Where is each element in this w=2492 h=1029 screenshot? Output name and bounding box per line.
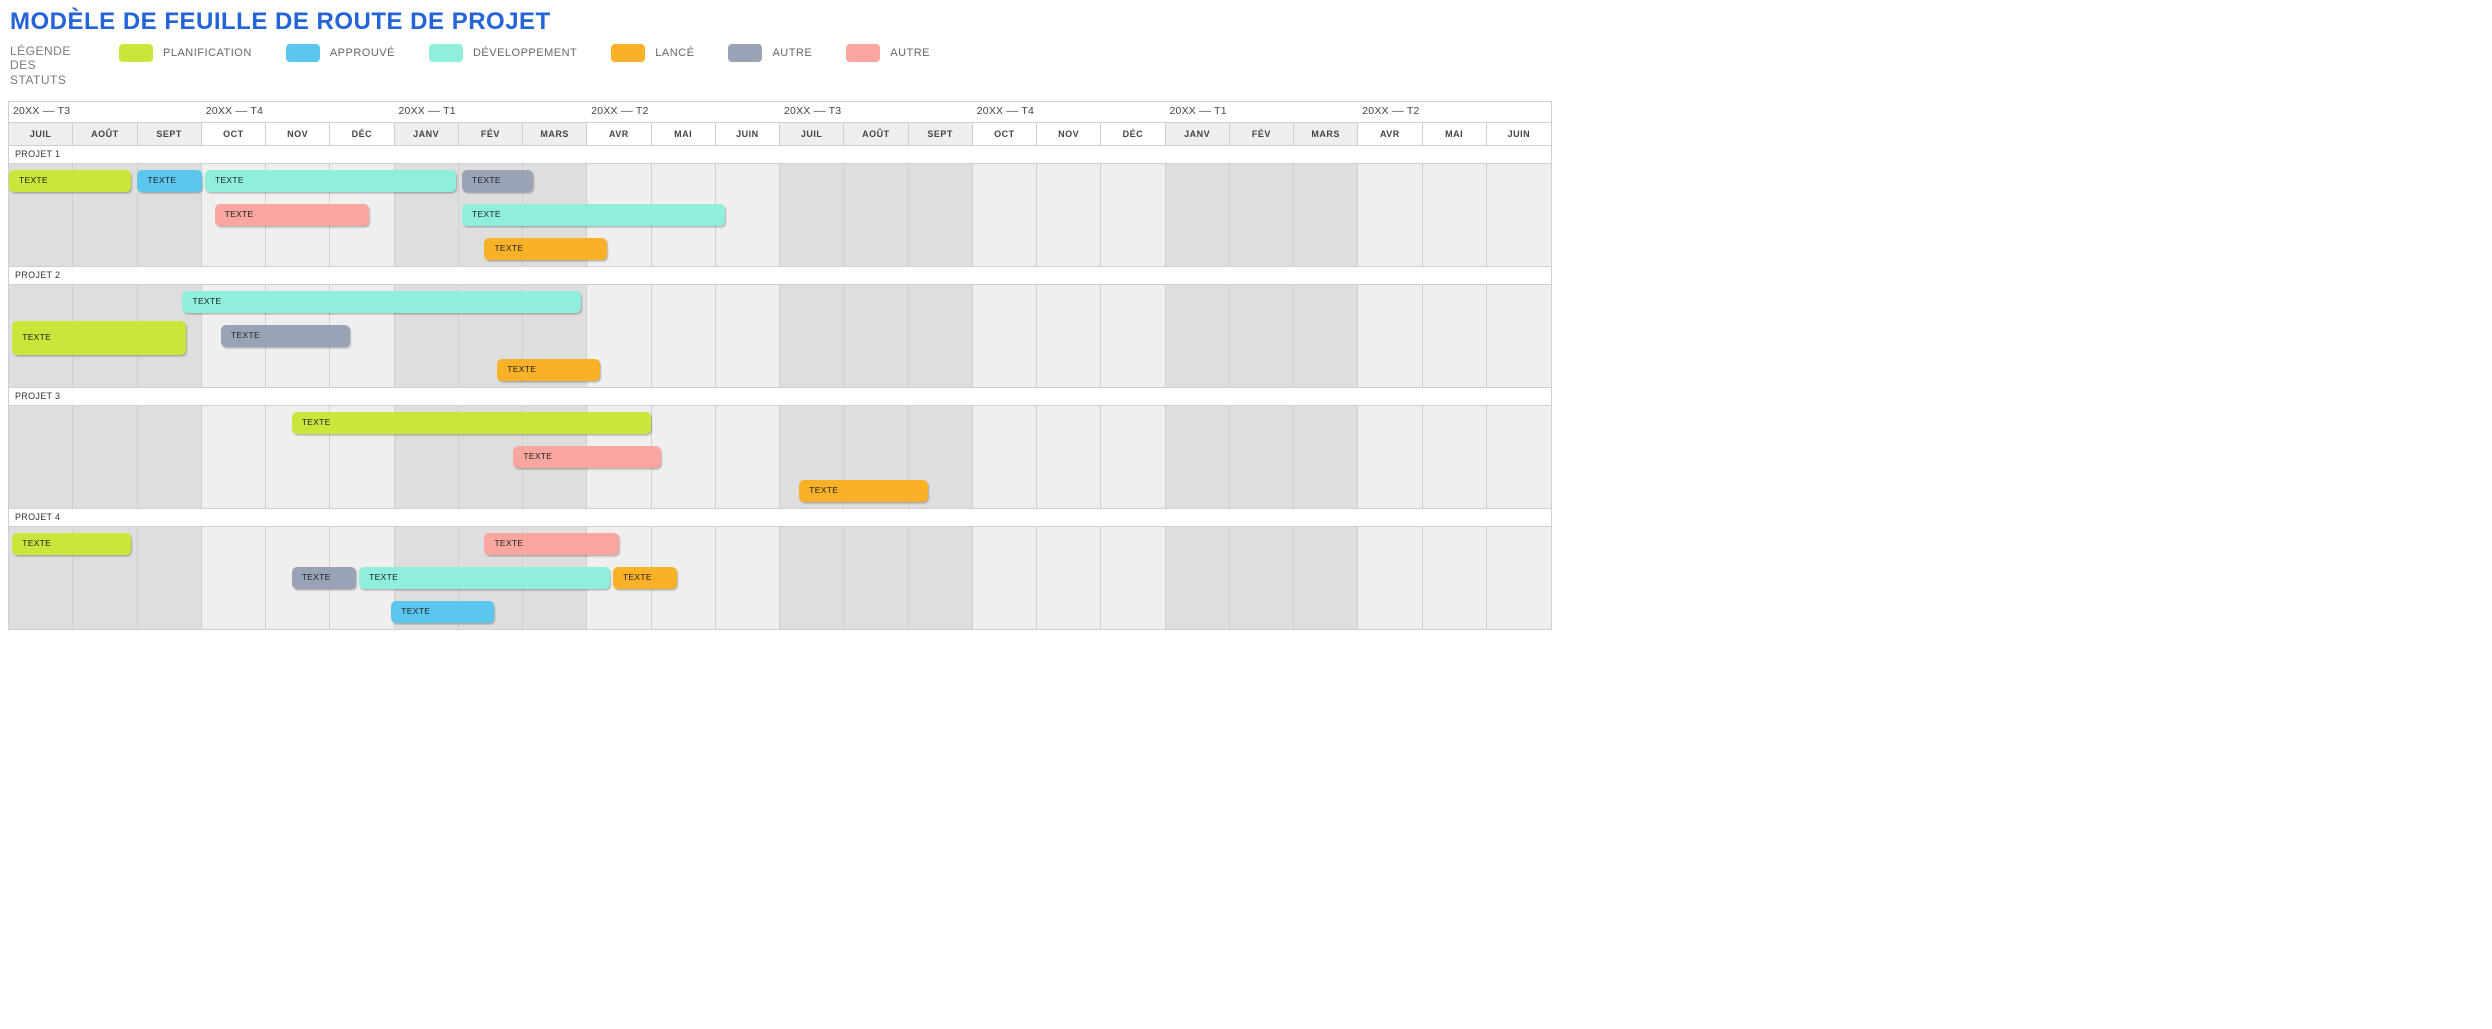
project-block: PROJET 3 TEXTE TEXTE TEXTE — [9, 387, 1551, 508]
month-label: NOV — [1037, 123, 1101, 145]
gantt-bar[interactable]: TEXTE — [12, 321, 185, 355]
project-block: PROJET 4TEXTETEXTETEXTETEXTETEXTETEXTE — [9, 508, 1551, 629]
quarter-label: 20XX –– T2 — [1358, 102, 1551, 122]
month-label: OCT — [973, 123, 1037, 145]
month-label: MAI — [1423, 123, 1487, 145]
timeline-quarter-row: 20XX –– T320XX –– T420XX –– T120XX –– T2… — [9, 102, 1551, 122]
legend-label: PLANIFICATION — [163, 47, 252, 59]
gantt-bar[interactable]: TEXTE — [484, 238, 606, 260]
legend-caption-line1: LÉGENDE — [10, 44, 71, 58]
legend-item: APPROUVÉ — [286, 44, 395, 62]
month-label: FÉV — [459, 123, 523, 145]
projects-host: PROJET 1TEXTETEXTETEXTETEXTETEXTETEXTETE… — [9, 146, 1551, 629]
month-label: SEPT — [138, 123, 202, 145]
project-lane-grid: TEXTETEXTETEXTETEXTETEXTETEXTE — [9, 527, 1551, 629]
gantt-bar[interactable]: TEXTE — [292, 567, 356, 589]
month-label: JUIL — [780, 123, 844, 145]
gantt-bar[interactable]: TEXTE — [182, 291, 580, 313]
quarter-label: 20XX –– T2 — [587, 102, 780, 122]
gantt-bar[interactable]: TEXTE — [292, 412, 652, 434]
legend-item: PLANIFICATION — [119, 44, 252, 62]
gantt-bar[interactable]: TEXTE — [137, 170, 201, 192]
gantt-bar[interactable]: TEXTE — [9, 170, 131, 192]
legend-label: DÉVELOPPEMENT — [473, 47, 577, 59]
legend-label: APPROUVÉ — [330, 47, 395, 59]
month-label: FÉV — [1230, 123, 1294, 145]
month-label: JUIN — [716, 123, 780, 145]
legend-caption-line2: DES STATUTS — [10, 58, 66, 86]
quarter-label: 20XX –– T1 — [1166, 102, 1359, 122]
legend-swatch — [611, 44, 645, 62]
legend-swatch — [728, 44, 762, 62]
legend-swatch — [429, 44, 463, 62]
project-lane-grid: TEXTETEXTETEXTETEXTETEXTETEXTETEXTE — [9, 164, 1551, 266]
legend-label: AUTRE — [772, 47, 812, 59]
legend-label: AUTRE — [890, 47, 930, 59]
project-block: PROJET 2 TEXTE TEXTE TEXTE TEXTE — [9, 266, 1551, 387]
month-label: JANV — [395, 123, 459, 145]
month-label: JUIL — [9, 123, 73, 145]
project-name: PROJET 1 — [9, 146, 1551, 164]
month-label: SEPT — [909, 123, 973, 145]
legend-swatch — [286, 44, 320, 62]
legend-swatch — [119, 44, 153, 62]
gantt-bar[interactable]: TEXTE — [613, 567, 677, 589]
month-label: AVR — [1358, 123, 1422, 145]
quarter-label: 20XX –– T4 — [202, 102, 395, 122]
month-label: JUIN — [1487, 123, 1551, 145]
gantt-bar[interactable]: TEXTE — [497, 359, 600, 381]
month-label: JANV — [1166, 123, 1230, 145]
month-label: AVR — [587, 123, 651, 145]
gantt-bar[interactable]: TEXTE — [205, 170, 456, 192]
month-label: NOV — [266, 123, 330, 145]
month-label: AOÛT — [73, 123, 137, 145]
gantt-bar[interactable]: TEXTE — [799, 480, 927, 502]
month-label: AOÛT — [844, 123, 908, 145]
roadmap-page: MODÈLE DE FEUILLE DE ROUTE DE PROJET LÉG… — [0, 0, 1560, 650]
project-block: PROJET 1TEXTETEXTETEXTETEXTETEXTETEXTETE… — [9, 146, 1551, 266]
legend-swatch — [846, 44, 880, 62]
timeline-month-row: JUILAOÛTSEPTOCTNOVDÉCJANVFÉVMARSAVRMAIJU… — [9, 122, 1551, 146]
quarter-label: 20XX –– T3 — [9, 102, 202, 122]
quarter-label: 20XX –– T1 — [395, 102, 588, 122]
month-label: DÉC — [330, 123, 394, 145]
month-label: MARS — [523, 123, 587, 145]
gantt-bar[interactable]: TEXTE — [462, 204, 725, 226]
legend-item: AUTRE — [728, 44, 812, 62]
legend-label: LANCÉ — [655, 47, 694, 59]
page-title: MODÈLE DE FEUILLE DE ROUTE DE PROJET — [8, 6, 1552, 44]
project-name: PROJET 3 — [9, 388, 1551, 406]
gantt-bar[interactable]: TEXTE — [215, 204, 369, 226]
month-label: DÉC — [1101, 123, 1165, 145]
legend-item: DÉVELOPPEMENT — [429, 44, 577, 62]
timeline: 20XX –– T320XX –– T420XX –– T120XX –– T2… — [8, 101, 1552, 630]
legend-items: PLANIFICATION APPROUVÉ DÉVELOPPEMENT LANCÉ A… — [119, 44, 930, 62]
month-label: MARS — [1294, 123, 1358, 145]
month-label: MAI — [652, 123, 716, 145]
quarter-label: 20XX –– T3 — [780, 102, 973, 122]
legend-item: LANCÉ — [611, 44, 694, 62]
gantt-bar[interactable]: TEXTE — [484, 533, 619, 555]
legend-item: AUTRE — [846, 44, 930, 62]
gantt-bar[interactable]: TEXTE — [359, 567, 610, 589]
legend-caption: LÉGENDE DES STATUTS — [10, 44, 95, 87]
project-lane-grid: TEXTE TEXTE TEXTE TEXTE — [9, 285, 1551, 387]
project-name: PROJET 2 — [9, 267, 1551, 285]
project-name: PROJET 4 — [9, 509, 1551, 527]
gantt-bar[interactable]: TEXTE — [221, 325, 349, 347]
gantt-bar[interactable]: TEXTE — [462, 170, 533, 192]
gantt-bar[interactable]: TEXTE — [12, 533, 131, 555]
month-label: OCT — [202, 123, 266, 145]
project-lane-grid: TEXTE TEXTE TEXTE — [9, 406, 1551, 508]
gantt-bar[interactable]: TEXTE — [391, 601, 494, 623]
gantt-bar[interactable]: TEXTE — [513, 446, 661, 468]
quarter-label: 20XX –– T4 — [973, 102, 1166, 122]
legend: LÉGENDE DES STATUTS PLANIFICATION APPROUV… — [8, 44, 1552, 101]
